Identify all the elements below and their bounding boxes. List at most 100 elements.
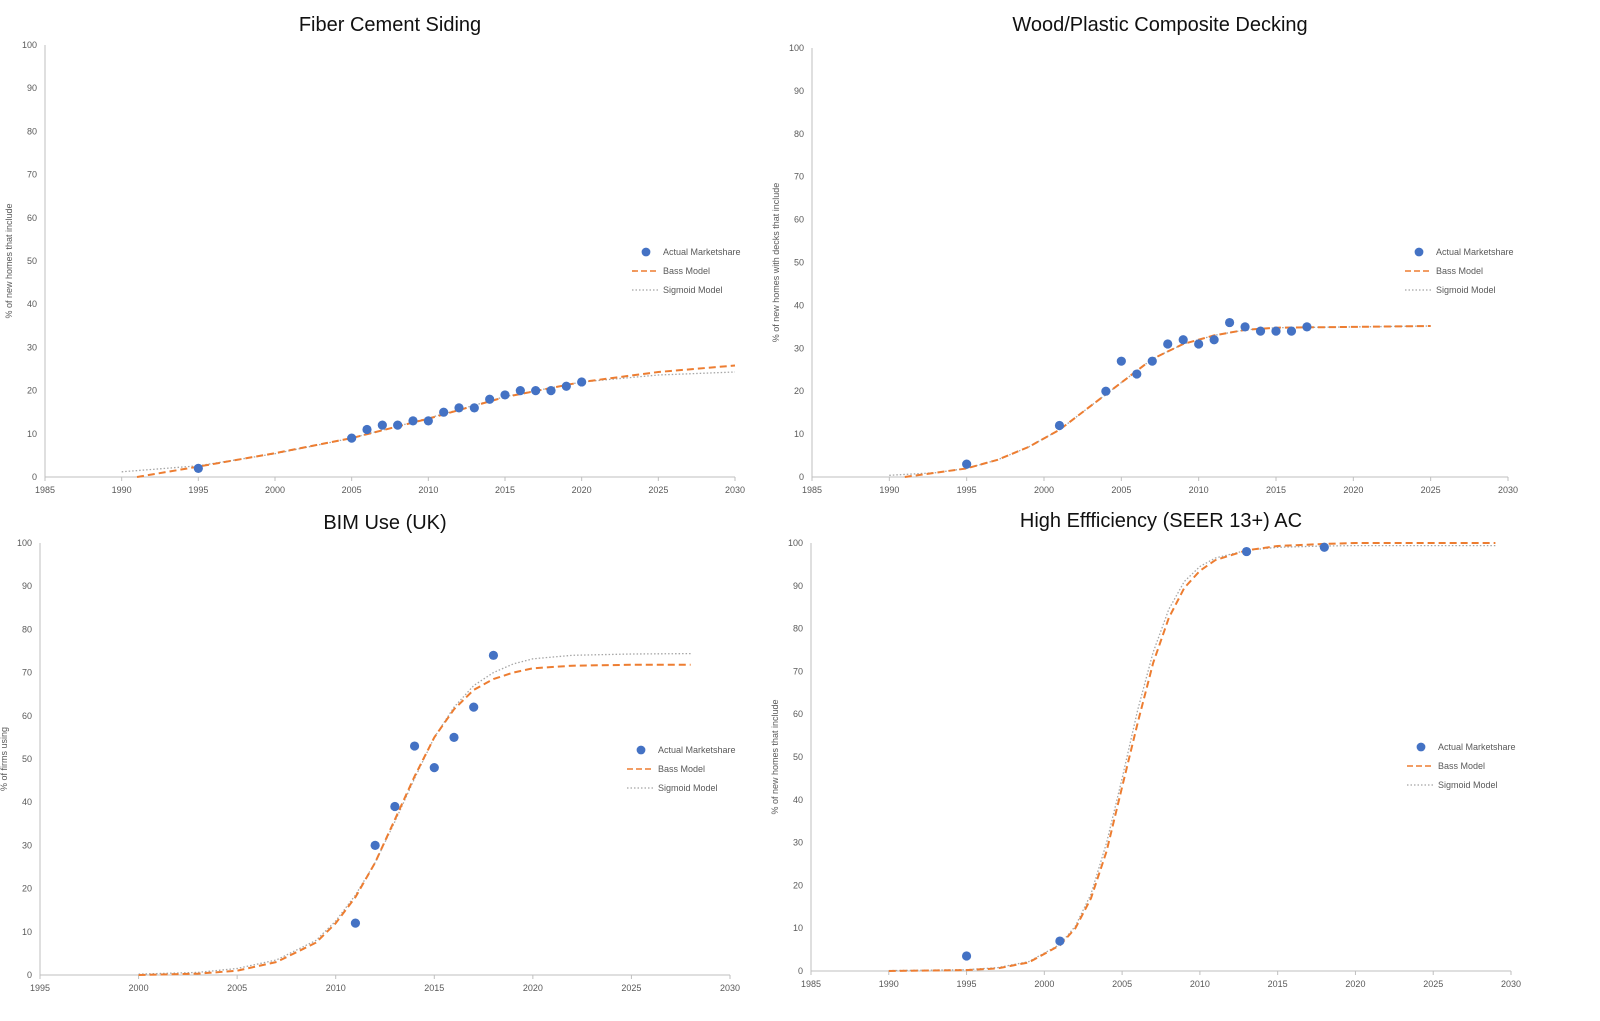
legend-label-actual: Actual Marketshare bbox=[1438, 742, 1516, 752]
chart-title: Fiber Cement Siding bbox=[298, 14, 482, 36]
y-axis-label: % of new homes that include bbox=[770, 699, 780, 814]
x-tick-label: 2025 bbox=[621, 983, 641, 993]
x-tick-label: 1985 bbox=[801, 979, 821, 989]
data-point bbox=[362, 424, 372, 435]
data-point bbox=[1132, 369, 1142, 379]
data-point bbox=[577, 377, 587, 387]
x-tick-label: 2015 bbox=[1266, 485, 1286, 495]
data-point bbox=[1319, 542, 1329, 552]
y-tick-label: 100 bbox=[788, 538, 803, 548]
chart-fiber-cement-siding: Fiber Cement Siding 0 10 20 30 40 50 60 70 80 90 1… bbox=[0, 0, 780, 505]
chart-title: High Effficiency (SEER 13+) AC bbox=[1019, 510, 1303, 532]
y-tick-label: 30 bbox=[27, 342, 37, 352]
data-point bbox=[1147, 356, 1157, 366]
data-point bbox=[193, 463, 203, 473]
x-tick-label: 2030 bbox=[725, 485, 745, 495]
data-point bbox=[531, 386, 541, 396]
legend-label-actual: Actual Marketshare bbox=[663, 247, 741, 257]
data-point bbox=[390, 801, 400, 812]
y-tick-label: 30 bbox=[794, 343, 804, 353]
data-point bbox=[449, 732, 459, 743]
y-axis-label: % of firms using bbox=[0, 727, 9, 791]
x-tick-label: 1990 bbox=[879, 485, 899, 495]
y-tick-label: 80 bbox=[27, 126, 37, 136]
data-point bbox=[1163, 339, 1173, 349]
y-tick-label: 50 bbox=[793, 752, 803, 762]
y-tick-label: 20 bbox=[793, 880, 803, 890]
bass-model-line bbox=[138, 663, 691, 976]
data-point bbox=[1101, 386, 1111, 396]
y-tick-label: 60 bbox=[22, 711, 32, 721]
data-point bbox=[1302, 322, 1312, 332]
y-tick-label: 80 bbox=[793, 624, 803, 634]
y-tick-label: 90 bbox=[27, 83, 37, 93]
legend-label-bass: Bass Model bbox=[1438, 761, 1485, 771]
y-axis-label: % of new homes with decks that include bbox=[771, 183, 781, 343]
y-tick-label: 90 bbox=[794, 86, 804, 96]
data-point bbox=[962, 459, 972, 469]
legend-marker-actual bbox=[1414, 247, 1424, 257]
x-tick-label: 1995 bbox=[188, 485, 208, 495]
chart-wood-plastic-composite-decking: Wood/Plastic Composite Decking 0 10 20 30 40… bbox=[0, 0, 1600, 505]
data-point bbox=[546, 386, 556, 396]
data-point bbox=[1178, 335, 1188, 345]
x-tick-label: 2005 bbox=[1112, 979, 1132, 989]
data-point bbox=[485, 394, 495, 404]
y-tick-label: 60 bbox=[794, 215, 804, 225]
y-tick-label: 10 bbox=[22, 927, 32, 937]
x-tick-label: 2005 bbox=[1111, 485, 1131, 495]
y-tick-label: 50 bbox=[794, 258, 804, 268]
data-point bbox=[377, 420, 387, 430]
data-point bbox=[1240, 322, 1250, 332]
legend-label-sigmoid: Sigmoid Model bbox=[1436, 285, 1496, 295]
x-tick-label: 2025 bbox=[648, 485, 668, 495]
x-tick-label: 1990 bbox=[879, 979, 899, 989]
x-tick-label: 2020 bbox=[1345, 979, 1365, 989]
y-tick-label: 0 bbox=[798, 966, 803, 976]
x-tick-label: 2020 bbox=[523, 983, 543, 993]
x-tick-label: 1985 bbox=[35, 485, 55, 495]
y-tick-label: 90 bbox=[22, 581, 32, 591]
data-point bbox=[370, 840, 380, 851]
y-tick-label: 40 bbox=[794, 300, 804, 310]
x-tick-label: 2020 bbox=[1343, 485, 1363, 495]
x-tick-label: 2000 bbox=[129, 983, 149, 993]
y-tick-label: 70 bbox=[22, 668, 32, 678]
x-tick-label: 2015 bbox=[495, 485, 515, 495]
y-tick-label: 50 bbox=[27, 256, 37, 266]
y-axis-label: % of new homes that include bbox=[4, 203, 14, 318]
data-point bbox=[454, 403, 464, 413]
data-point bbox=[1255, 326, 1266, 336]
x-tick-label: 2005 bbox=[342, 485, 362, 495]
data-point bbox=[515, 386, 525, 396]
x-tick-label: 2030 bbox=[1498, 485, 1518, 495]
x-tick-label: 1995 bbox=[30, 983, 50, 993]
legend-marker-actual bbox=[1416, 742, 1426, 752]
y-tick-label: 30 bbox=[22, 840, 32, 850]
data-point bbox=[500, 390, 510, 400]
x-tick-label: 2010 bbox=[418, 485, 438, 495]
x-tick-label: 2015 bbox=[424, 983, 444, 993]
y-tick-label: 60 bbox=[793, 709, 803, 719]
y-tick-label: 10 bbox=[794, 429, 804, 439]
data-point bbox=[347, 433, 357, 443]
data-point bbox=[561, 381, 571, 391]
bass-model-line bbox=[888, 542, 1496, 972]
y-tick-label: 40 bbox=[793, 795, 803, 805]
x-tick-label: 2000 bbox=[265, 485, 285, 495]
x-tick-label: 1995 bbox=[957, 485, 977, 495]
y-tick-label: 100 bbox=[789, 43, 804, 53]
data-point bbox=[393, 420, 403, 430]
legend-marker-actual bbox=[641, 247, 651, 257]
y-tick-label: 20 bbox=[794, 386, 804, 396]
data-point bbox=[1209, 335, 1219, 345]
legend-label-sigmoid: Sigmoid Model bbox=[663, 285, 723, 295]
data-point bbox=[350, 918, 361, 928]
x-tick-label: 1995 bbox=[957, 979, 977, 989]
legend-label-actual: Actual Marketshare bbox=[658, 745, 736, 755]
y-tick-label: 100 bbox=[17, 538, 32, 548]
data-point bbox=[439, 407, 449, 417]
y-tick-label: 40 bbox=[22, 797, 32, 807]
